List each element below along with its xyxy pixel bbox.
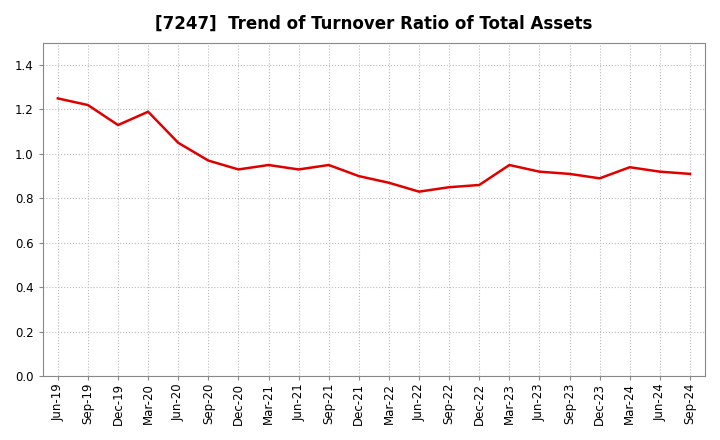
Title: [7247]  Trend of Turnover Ratio of Total Assets: [7247] Trend of Turnover Ratio of Total … xyxy=(156,15,593,33)
